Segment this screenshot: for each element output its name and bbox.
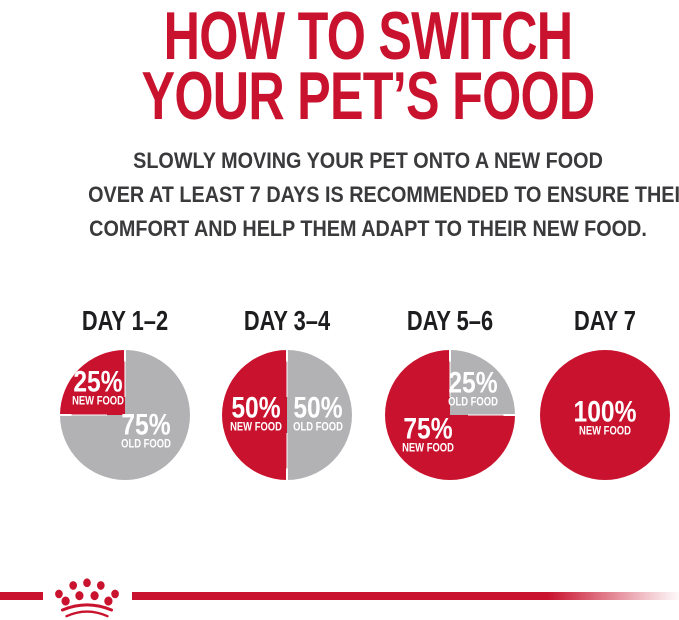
chart-group-day-5-6: DAY 5–6 25% OLD FOOD 75% NEW FOOD	[375, 306, 525, 480]
pie-chart-day-3-4: 50% NEW FOOD 50% OLD FOOD	[222, 350, 352, 480]
pie-label-new-food: 75% NEW FOOD	[396, 412, 459, 455]
pie-slice-label: OLD FOOD	[448, 396, 499, 409]
pie-slice-label: NEW FOOD	[229, 421, 282, 434]
pie-slice-label: OLD FOOD	[293, 421, 344, 434]
pie-value: 100%	[573, 395, 637, 429]
intro-text-line3: COMFORT AND HELP THEM ADAPT TO THEIR NEW…	[89, 216, 647, 241]
pie-value: 75%	[403, 412, 453, 446]
pie-label-old-food: 50% OLD FOOD	[288, 391, 349, 435]
pie-slice-label: NEW FOOD	[401, 442, 454, 455]
pie-chart-day-5-6: 25% OLD FOOD 75% NEW FOOD	[385, 350, 515, 480]
pie-label-new-food: 25% NEW FOOD	[66, 365, 129, 409]
page-title: HOW TO SWITCH YOUR PET’S FOOD	[57, 0, 679, 134]
pie-value: 50%	[293, 391, 343, 425]
pie-chart-day-1-2: 25% NEW FOOD 75% OLD FOOD	[60, 350, 190, 480]
footer-rule-right	[132, 592, 679, 600]
pie-value: 25%	[73, 365, 123, 399]
intro-text-line1: SLOWLY MOVING YOUR PET ONTO A NEW FOOD	[133, 148, 603, 173]
chart-group-day-1-2: DAY 1–2 25% NEW FOOD 75% OLD FOOD	[50, 306, 200, 480]
day-title: DAY 5–6	[406, 305, 494, 336]
royal-canin-crown-logo	[55, 578, 119, 618]
chart-group-day-7: DAY 7 100% NEW FOOD	[530, 306, 679, 480]
day-title: DAY 3–4	[243, 305, 331, 336]
intro-text-line2: OVER AT LEAST 7 DAYS IS RECOMMENDED TO E…	[88, 182, 679, 207]
pie-chart-day-7: 100% NEW FOOD	[540, 350, 670, 480]
footer-rule-left	[0, 592, 43, 600]
pie-label-old-food: 25% OLD FOOD	[443, 366, 504, 410]
page-title-line2: YOUR PET’S FOOD	[141, 58, 595, 134]
pie-value: 50%	[231, 391, 281, 425]
chart-group-day-3-4: DAY 3–4 50% NEW FOOD 50% OLD FOOD	[212, 306, 362, 480]
pie-slice-label: NEW FOOD	[579, 425, 631, 438]
page-title-line1: HOW TO SWITCH	[163, 0, 573, 74]
pie-label-new-food: 50% NEW FOOD	[224, 391, 287, 435]
pie-slice-label: OLD FOOD	[120, 438, 171, 451]
pie-label-old-food: 75% OLD FOOD	[115, 408, 176, 451]
pie-value: 25%	[448, 366, 499, 400]
day-title: DAY 1–2	[81, 305, 169, 336]
pie-label-new-food: 100% NEW FOOD	[567, 395, 644, 438]
pie-slice-label: NEW FOOD	[71, 395, 124, 408]
intro-text: SLOWLY MOVING YOUR PET ONTO A NEW FOOD O…	[57, 144, 679, 246]
pie-value: 75%	[121, 408, 171, 442]
day-title: DAY 7	[574, 305, 636, 336]
